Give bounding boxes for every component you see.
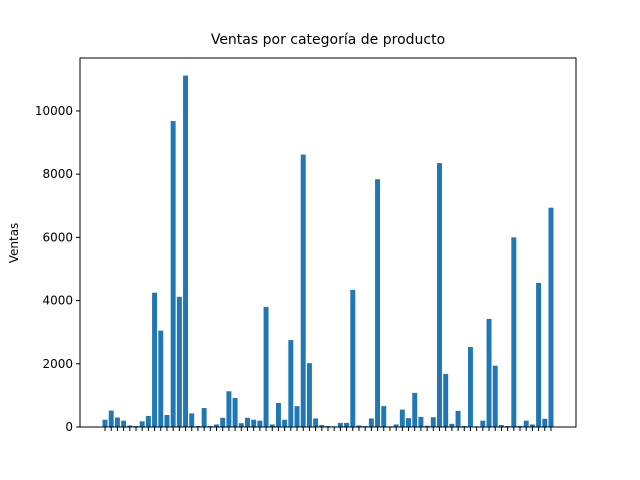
- y-tick-label: 4000: [42, 294, 73, 308]
- bar: [251, 419, 257, 427]
- bar: [226, 391, 232, 427]
- bar: [275, 402, 281, 427]
- bar: [189, 413, 195, 427]
- bar: [449, 423, 455, 427]
- y-axis-label: Ventas: [7, 223, 21, 264]
- bar: [424, 425, 430, 427]
- bar: [269, 424, 275, 427]
- bar: [294, 406, 300, 427]
- bar: [257, 420, 263, 427]
- y-tick-label: 8000: [42, 167, 73, 181]
- bar: [480, 420, 486, 427]
- bar: [313, 418, 319, 427]
- bar: [158, 330, 164, 427]
- bar: [319, 425, 325, 427]
- bar: [306, 363, 312, 427]
- bar: [102, 419, 108, 427]
- bar: [393, 424, 399, 427]
- bar: [467, 347, 473, 427]
- bar: [542, 418, 548, 427]
- bar: [536, 282, 542, 427]
- bar: [238, 423, 244, 427]
- bar: [232, 397, 238, 427]
- bar: [245, 417, 250, 427]
- bar: [183, 75, 189, 428]
- bar: [548, 207, 554, 427]
- bar: [399, 409, 405, 427]
- bar: [164, 414, 170, 427]
- bar: [145, 415, 151, 427]
- chart-title: Ventas por categoría de producto: [211, 32, 445, 48]
- bar: [121, 420, 127, 427]
- bar: [455, 410, 461, 427]
- bar: [152, 292, 158, 427]
- bar: [492, 365, 498, 427]
- bar: [511, 237, 517, 427]
- bar: [381, 406, 387, 427]
- bar: [350, 289, 356, 427]
- y-tick-label: 6000: [42, 230, 73, 244]
- y-tick-label: 10000: [35, 104, 73, 118]
- bar: [375, 179, 381, 427]
- bar: [139, 421, 145, 427]
- bar: [443, 373, 449, 427]
- bar: [170, 121, 176, 427]
- bar: [214, 424, 219, 427]
- bar: [406, 418, 411, 427]
- plot-frame: [79, 57, 577, 428]
- bar: [418, 416, 424, 427]
- bar: [344, 422, 350, 427]
- bar: [108, 410, 114, 427]
- bar: [368, 418, 374, 427]
- bar: [337, 422, 343, 427]
- bar: [437, 163, 442, 427]
- bar: [220, 417, 226, 427]
- y-tick-label: 0: [65, 420, 73, 434]
- bar: [300, 154, 306, 427]
- bar: [288, 340, 294, 427]
- y-tick-label: 2000: [42, 357, 73, 371]
- bar: [356, 425, 362, 427]
- bar: [282, 419, 288, 427]
- bar: [430, 417, 436, 427]
- bar: [486, 318, 492, 427]
- bar: [529, 424, 535, 427]
- bar: [412, 392, 418, 427]
- bar: [523, 420, 529, 427]
- bar: [114, 417, 120, 427]
- bar: [176, 296, 182, 427]
- bar: [498, 425, 504, 427]
- bar: [263, 306, 269, 427]
- bar: [201, 408, 207, 427]
- bar: [127, 425, 133, 427]
